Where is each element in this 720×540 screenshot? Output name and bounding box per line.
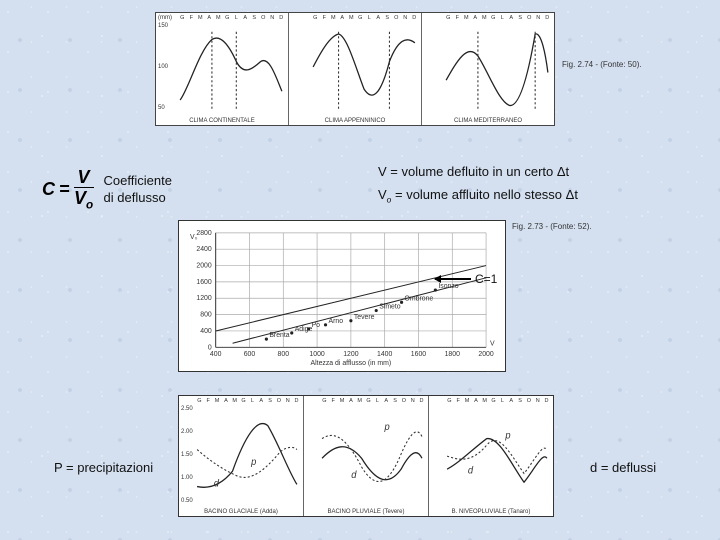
figure-climate-panels: GFMAMGLASOND15010050(mm)CLIMA CONTINENTA… bbox=[155, 12, 555, 126]
svg-text:600: 600 bbox=[244, 351, 256, 358]
svg-text:1200: 1200 bbox=[196, 295, 211, 302]
formula-block: C = V Vo Coefficiente di deflusso bbox=[42, 168, 172, 211]
svg-text:p: p bbox=[384, 422, 391, 433]
c1-label: C=1 bbox=[475, 272, 497, 286]
definition-vo: Vo = volume affluito nello stesso Δt bbox=[378, 187, 578, 205]
climate-panel: GFMAMGLASONDCLIMA MEDITERRANEO bbox=[422, 13, 554, 125]
svg-text:Altezza di afflusso (in mm): Altezza di afflusso (in mm) bbox=[311, 360, 392, 367]
basin-panel: GFMAMGLASONDpdBACINO PLUVIALE (Tevere) bbox=[304, 396, 429, 516]
svg-text:Simeto: Simeto bbox=[379, 304, 401, 311]
definition-v: V = volume defluito in un certo Δt bbox=[378, 164, 578, 179]
svg-text:1600: 1600 bbox=[196, 279, 211, 286]
figure-basin-panels: GFMAMGLASOND2.502.001.501.000.50pdBACINO… bbox=[178, 395, 554, 517]
formula-numerator: V bbox=[74, 168, 94, 188]
svg-text:Ombrone: Ombrone bbox=[405, 295, 434, 302]
climate-panel: GFMAMGLASONDCLIMA APPENNINICO bbox=[289, 13, 422, 125]
svg-text:800: 800 bbox=[278, 351, 290, 358]
svg-text:400: 400 bbox=[200, 328, 212, 335]
svg-text:2000: 2000 bbox=[196, 263, 211, 270]
svg-text:2400: 2400 bbox=[196, 246, 211, 253]
svg-text:1800: 1800 bbox=[445, 351, 460, 358]
svg-text:d: d bbox=[214, 478, 220, 489]
svg-text:1200: 1200 bbox=[343, 351, 358, 358]
svg-text:p: p bbox=[504, 430, 511, 441]
svg-text:800: 800 bbox=[200, 312, 212, 319]
arrow-left-icon bbox=[435, 278, 471, 280]
svg-text:d: d bbox=[468, 465, 474, 476]
basin-panel: GFMAMGLASONDpdB. NIVEOPLUVIALE (Tanaro) bbox=[429, 396, 553, 516]
definitions-block: V = volume defluito in un certo Δt Vo = … bbox=[378, 164, 578, 213]
slide-content: GFMAMGLASOND15010050(mm)CLIMA CONTINENTA… bbox=[0, 0, 720, 540]
legend-deflussi: d = deflussi bbox=[590, 460, 656, 475]
formula-lhs: C bbox=[42, 179, 55, 200]
svg-text:400: 400 bbox=[210, 351, 222, 358]
svg-text:d: d bbox=[351, 470, 357, 481]
svg-text:p: p bbox=[250, 457, 257, 468]
formula-c: C = V Vo bbox=[42, 168, 94, 211]
formula-eq: = bbox=[59, 179, 70, 200]
formula-denominator: Vo bbox=[74, 188, 93, 211]
figure-mid-caption: Fig. 2.73 - (Fonte: 52). bbox=[512, 222, 592, 231]
svg-text:1000: 1000 bbox=[309, 351, 324, 358]
svg-text:Po: Po bbox=[312, 322, 321, 329]
svg-text:1600: 1600 bbox=[411, 351, 426, 358]
scatter-svg: 0400800120016002000240028004006008001000… bbox=[179, 221, 505, 371]
climate-panel: GFMAMGLASOND15010050(mm)CLIMA CONTINENTA… bbox=[156, 13, 289, 125]
figure-top-caption: Fig. 2.74 - (Fonte: 50). bbox=[562, 60, 642, 69]
coefficient-label: Coefficiente di deflusso bbox=[104, 173, 172, 207]
svg-text:Arno: Arno bbox=[328, 318, 343, 325]
formula-fraction: V Vo bbox=[74, 168, 94, 211]
legend-precipitazioni: P = precipitazioni bbox=[54, 460, 153, 475]
c1-annotation: C=1 bbox=[435, 272, 497, 286]
basin-panel: GFMAMGLASOND2.502.001.501.000.50pdBACINO… bbox=[179, 396, 304, 516]
svg-text:V: V bbox=[490, 340, 495, 347]
figure-scatter: 0400800120016002000240028004006008001000… bbox=[178, 220, 506, 372]
svg-text:V₀: V₀ bbox=[190, 234, 198, 241]
svg-text:Tevere: Tevere bbox=[354, 314, 375, 321]
svg-text:2800: 2800 bbox=[196, 230, 211, 237]
svg-text:1400: 1400 bbox=[377, 351, 392, 358]
svg-text:2000: 2000 bbox=[478, 351, 493, 358]
svg-text:Brenta: Brenta bbox=[269, 332, 289, 339]
